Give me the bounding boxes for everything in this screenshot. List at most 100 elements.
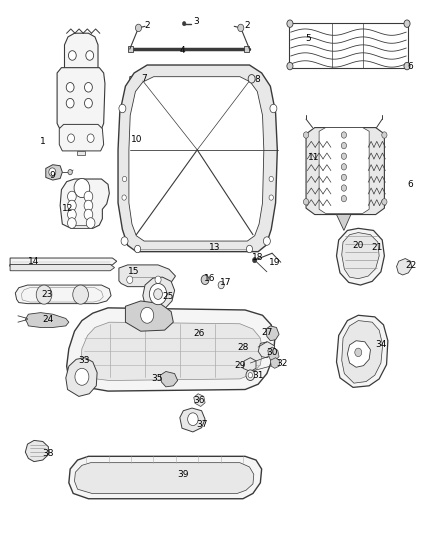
Polygon shape xyxy=(60,179,110,228)
Polygon shape xyxy=(129,77,264,241)
Polygon shape xyxy=(25,313,69,327)
Circle shape xyxy=(67,191,76,202)
Polygon shape xyxy=(25,440,48,462)
Circle shape xyxy=(341,196,346,202)
Circle shape xyxy=(155,276,161,284)
Polygon shape xyxy=(125,301,173,331)
Polygon shape xyxy=(59,124,104,151)
Text: 8: 8 xyxy=(254,75,260,84)
Text: 1: 1 xyxy=(40,138,46,147)
Text: 37: 37 xyxy=(197,420,208,429)
Polygon shape xyxy=(244,46,250,52)
Text: 11: 11 xyxy=(308,154,320,163)
Circle shape xyxy=(269,195,273,200)
Polygon shape xyxy=(46,165,62,180)
Text: 12: 12 xyxy=(62,204,74,213)
Circle shape xyxy=(141,308,154,323)
Polygon shape xyxy=(74,463,254,494)
Circle shape xyxy=(85,83,92,92)
Text: 18: 18 xyxy=(252,253,264,262)
Circle shape xyxy=(355,348,362,357)
Polygon shape xyxy=(336,316,388,387)
Circle shape xyxy=(66,99,74,108)
Polygon shape xyxy=(180,408,205,432)
Circle shape xyxy=(187,413,198,425)
Circle shape xyxy=(201,275,209,285)
Circle shape xyxy=(218,281,224,289)
Circle shape xyxy=(75,368,89,385)
Text: 6: 6 xyxy=(408,180,413,189)
Circle shape xyxy=(86,51,94,60)
Polygon shape xyxy=(319,127,369,214)
Circle shape xyxy=(122,176,127,182)
Circle shape xyxy=(287,20,293,27)
Circle shape xyxy=(270,104,277,113)
Circle shape xyxy=(84,200,93,211)
Polygon shape xyxy=(69,456,261,499)
Polygon shape xyxy=(396,259,412,275)
Circle shape xyxy=(67,209,76,220)
Text: 4: 4 xyxy=(179,46,185,55)
Text: 33: 33 xyxy=(78,357,90,366)
Circle shape xyxy=(73,285,88,304)
Circle shape xyxy=(404,20,410,27)
Text: 23: 23 xyxy=(42,289,53,298)
Polygon shape xyxy=(10,264,115,271)
Polygon shape xyxy=(118,65,277,252)
Text: 20: 20 xyxy=(353,241,364,250)
Text: 30: 30 xyxy=(266,348,278,357)
Circle shape xyxy=(74,179,90,198)
Circle shape xyxy=(86,217,95,228)
Text: 16: 16 xyxy=(204,273,215,282)
Polygon shape xyxy=(268,347,279,361)
Circle shape xyxy=(263,237,270,245)
Polygon shape xyxy=(127,46,133,52)
Text: 5: 5 xyxy=(305,34,311,43)
Circle shape xyxy=(67,200,76,211)
Text: 26: 26 xyxy=(194,329,205,338)
Text: 35: 35 xyxy=(152,374,163,383)
Text: 3: 3 xyxy=(194,17,199,26)
Circle shape xyxy=(238,24,244,31)
Polygon shape xyxy=(130,75,148,83)
Polygon shape xyxy=(81,322,262,381)
Circle shape xyxy=(127,276,133,284)
Circle shape xyxy=(248,373,253,378)
Text: 32: 32 xyxy=(276,359,288,367)
Circle shape xyxy=(135,24,141,31)
Circle shape xyxy=(382,132,387,138)
Polygon shape xyxy=(306,127,385,215)
Polygon shape xyxy=(336,228,385,285)
Text: 10: 10 xyxy=(131,135,142,144)
Text: 2: 2 xyxy=(244,21,250,30)
Text: 22: 22 xyxy=(406,261,417,270)
Circle shape xyxy=(269,176,273,182)
Circle shape xyxy=(246,370,254,381)
Text: 34: 34 xyxy=(375,341,387,350)
Circle shape xyxy=(304,199,309,205)
Circle shape xyxy=(68,51,76,60)
Polygon shape xyxy=(270,358,280,368)
Circle shape xyxy=(382,199,387,205)
Polygon shape xyxy=(10,258,117,266)
Polygon shape xyxy=(289,22,408,68)
Text: 21: 21 xyxy=(371,244,382,253)
Text: 19: 19 xyxy=(269,258,280,266)
Text: 24: 24 xyxy=(43,315,54,324)
Circle shape xyxy=(247,245,253,253)
Text: 39: 39 xyxy=(177,470,189,479)
Polygon shape xyxy=(258,342,275,358)
Circle shape xyxy=(68,169,72,175)
Polygon shape xyxy=(67,308,275,391)
Polygon shape xyxy=(64,33,98,70)
Circle shape xyxy=(154,289,162,300)
Circle shape xyxy=(84,209,93,220)
Circle shape xyxy=(122,195,126,200)
Circle shape xyxy=(67,134,74,142)
Polygon shape xyxy=(336,215,351,230)
Circle shape xyxy=(253,257,257,263)
Polygon shape xyxy=(15,285,111,304)
Polygon shape xyxy=(347,341,371,367)
Text: 36: 36 xyxy=(194,395,205,405)
Text: 38: 38 xyxy=(42,449,54,458)
